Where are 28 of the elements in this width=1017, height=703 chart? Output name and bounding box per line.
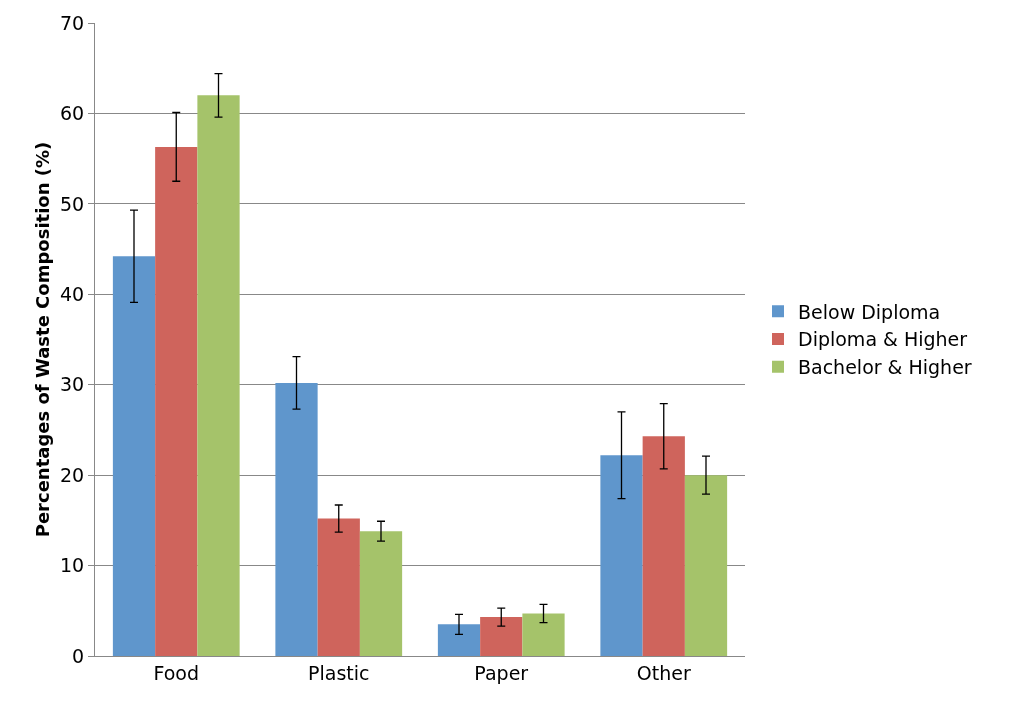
bar [197,95,240,656]
x-tick-label: Food [153,661,200,684]
bar [359,531,403,656]
bar [317,518,360,656]
y-tick-label: 50 [60,192,85,215]
bar [480,617,523,656]
y-tick-label: 10 [60,554,85,577]
y-tick-label: 40 [60,282,85,305]
x-tick-label: Other [636,661,691,684]
bar [112,256,156,656]
y-axis-title: Percentages of Waste Composition (%) [32,141,53,538]
legend-label: Bachelor & Higher [798,356,972,379]
y-tick-label: 60 [60,102,85,125]
bar [437,624,481,656]
bar [642,436,685,656]
bar [275,382,318,656]
y-tick-label: 30 [60,373,85,396]
bar [684,475,728,656]
legend-label: Below Diploma [798,300,941,323]
bar [600,455,643,656]
legend-label: Diploma & Higher [798,328,968,351]
y-tick-label: 20 [60,463,85,486]
x-tick-label: Paper [474,661,529,684]
y-tick-label: 70 [60,11,85,34]
x-tick-label: Plastic [308,661,370,684]
bar [155,146,198,656]
y-tick-label: 0 [72,644,85,667]
bar [522,613,565,656]
